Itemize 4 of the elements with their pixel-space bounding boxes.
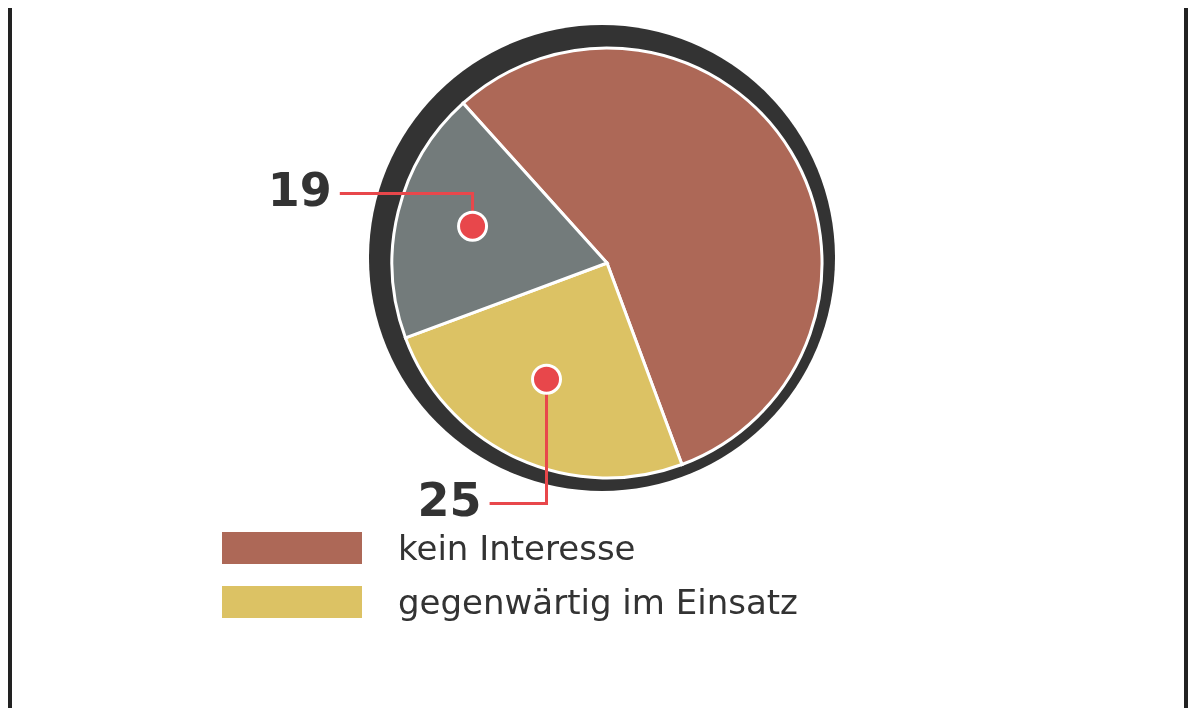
legend-label: kein Interesse xyxy=(398,528,636,568)
legend-label: gegenwärtig im Einsatz xyxy=(398,582,798,622)
data-label: 25 xyxy=(417,472,482,527)
data-label: 19 xyxy=(267,163,332,218)
